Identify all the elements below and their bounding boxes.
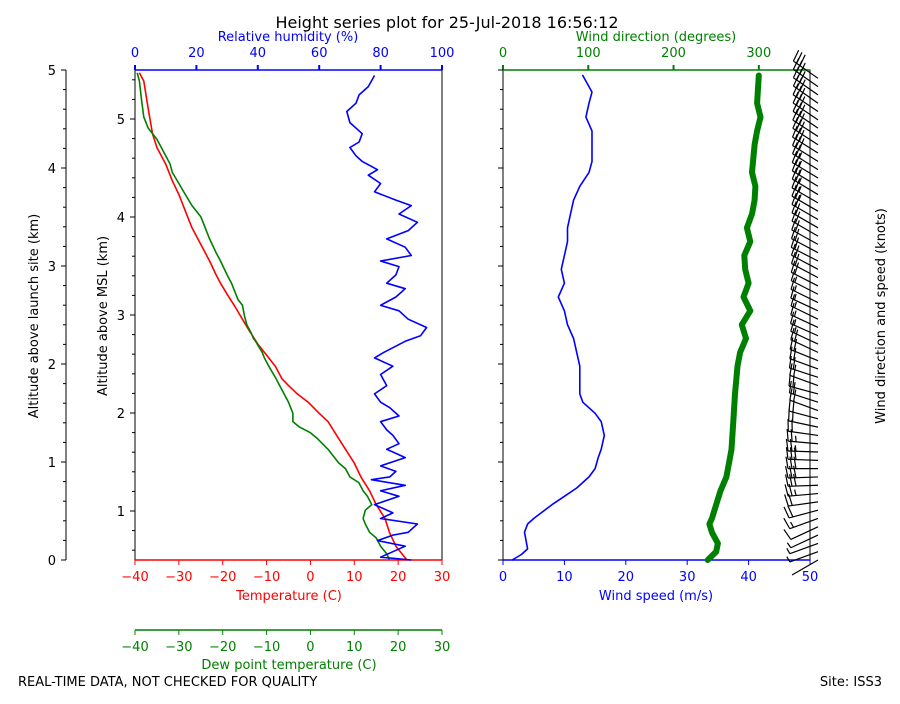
inner-y-axis-label: Altitude above MSL (km) — [96, 236, 111, 396]
temp-tick-label: 30 — [434, 570, 451, 585]
barb-axis-label: Wind direction and speed (knots) — [874, 208, 889, 424]
wind-barb-feather — [784, 507, 789, 518]
wind-barb-half-feather — [795, 277, 797, 283]
wind-barb-feather — [788, 506, 793, 517]
dew-tick-label: −20 — [209, 640, 236, 655]
wind-direction-line — [708, 76, 761, 561]
temperature-line — [139, 73, 407, 560]
wind-barb-staff — [789, 510, 818, 518]
inner-y-tick-label: 2 — [117, 407, 125, 422]
wind-dir-tick-label: 200 — [661, 46, 686, 61]
temp-axis-label: Temperature (C) — [235, 589, 342, 604]
wind-dir-tick-label: 300 — [746, 46, 771, 61]
wind-barb — [786, 474, 818, 486]
wind-barb-half-feather — [795, 445, 796, 451]
wind-barb — [784, 518, 818, 529]
rh-tick-label: 80 — [372, 46, 389, 61]
dew-tick-label: 30 — [434, 640, 451, 655]
temp-tick-label: −30 — [165, 570, 192, 585]
wind-barb-half-feather — [787, 548, 790, 553]
wind-speed-tick-label: 20 — [618, 570, 635, 585]
wind-barb-staff — [788, 441, 818, 444]
wind-speed-tick-label: 0 — [499, 570, 507, 585]
dew-axis-label: Dew point temperature (C) — [201, 658, 376, 673]
wind-barb-half-feather — [787, 543, 790, 548]
rh-tick-label: 0 — [131, 46, 139, 61]
right-plot-frame — [503, 70, 810, 560]
wind-barb-feather — [784, 529, 791, 539]
wind-barb-staff — [788, 502, 818, 506]
wind-barb-staff — [789, 421, 818, 427]
wind-barb-staff — [790, 518, 818, 528]
temp-tick-label: 10 — [346, 570, 363, 585]
wind-barb — [786, 457, 818, 469]
temp-tick-label: 20 — [390, 570, 407, 585]
right-wind-panel: Wind direction (degrees) Wind speed (m/s… — [503, 30, 889, 604]
wind-barb-staff — [788, 431, 818, 435]
temp-tick-label: −20 — [209, 570, 236, 585]
outer-y-tick-label: 5 — [48, 64, 56, 79]
outer-y-tick-label: 2 — [48, 358, 56, 373]
wind-barb — [793, 50, 818, 78]
wind-dir-axis-label: Wind direction (degrees) — [576, 30, 736, 45]
wind-barb-half-feather — [795, 490, 797, 496]
wind-barb-half-feather — [794, 327, 796, 333]
inner-y-tick-label: 1 — [117, 505, 125, 520]
outer-y-tick-label: 4 — [48, 162, 56, 177]
rh-tick-label: 40 — [250, 46, 267, 61]
dew-tick-label: 20 — [390, 640, 407, 655]
wind-barb-staff — [788, 494, 818, 497]
temp-tick-label: −10 — [253, 570, 280, 585]
left-plot-frame — [135, 70, 442, 560]
dew-tick-label: −40 — [121, 640, 148, 655]
dew-tick-label: −30 — [165, 640, 192, 655]
temp-tick-label: −40 — [121, 570, 148, 585]
wind-barb-staff — [791, 247, 818, 261]
wind-barb-staff — [790, 543, 818, 553]
wind-barb — [787, 543, 818, 553]
wind-dir-tick-label: 0 — [499, 46, 507, 61]
temp-tick-label: 0 — [306, 570, 314, 585]
outer-y-tick-label: 3 — [48, 260, 56, 275]
footer-quality-note: REAL-TIME DATA, NOT CHECKED FOR QUALITY — [18, 675, 317, 690]
wind-speed-axis-label: Wind speed (m/s) — [599, 589, 713, 604]
wind-speed-tick-label: 30 — [679, 570, 696, 585]
outer-y-tick-label: 0 — [48, 554, 56, 569]
wind-barb-staff — [788, 451, 818, 452]
outer-y-axis-label: Altitude above launch site (km) — [27, 214, 42, 418]
wind-speed-tick-label: 40 — [740, 570, 757, 585]
inner-y-tick-label: 4 — [117, 211, 125, 226]
wind-barb-staff — [788, 459, 818, 460]
wind-barb-half-feather — [794, 311, 796, 317]
wind-speed-tick-label: 50 — [802, 570, 819, 585]
rh-tick-label: 60 — [311, 46, 328, 61]
wind-speed-line — [512, 76, 604, 561]
footer-site: Site: ISS3 — [820, 675, 882, 690]
rh-axis-label: Relative humidity (%) — [218, 30, 359, 45]
wind-barb-feather — [784, 518, 790, 529]
wind-barb-half-feather — [791, 522, 794, 527]
wind-speed-tick-label: 10 — [556, 570, 573, 585]
wind-barb — [787, 535, 818, 548]
inner-y-tick-label: 5 — [117, 113, 125, 128]
outer-y-tick-label: 1 — [48, 456, 56, 471]
wind-barb — [784, 506, 818, 518]
rh-tick-label: 20 — [188, 46, 205, 61]
dew-tick-label: −10 — [253, 640, 280, 655]
wind-dir-tick-label: 100 — [576, 46, 601, 61]
dew-tick-label: 10 — [346, 640, 363, 655]
wind-barb-half-feather — [795, 285, 797, 291]
humidity-line — [347, 76, 427, 561]
dew-tick-label: 0 — [306, 640, 314, 655]
wind-barb-half-feather — [795, 302, 797, 308]
inner-y-tick-label: 3 — [117, 309, 125, 324]
rh-tick-label: 100 — [430, 46, 455, 61]
